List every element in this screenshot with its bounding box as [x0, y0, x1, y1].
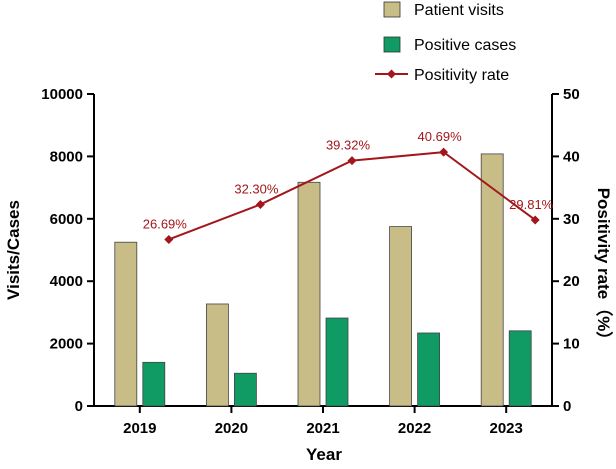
right-tick-label: 30	[563, 211, 580, 228]
legend-marker-positivity-rate	[387, 69, 396, 79]
left-y-ticks: 0 2000 4000 6000 8000 10000	[41, 86, 94, 415]
bar-positive-cases-2020	[233, 372, 257, 407]
bar-positive-cases-2021	[325, 317, 349, 407]
bar-patient-visits-2023	[480, 153, 504, 407]
x-tick-label: 2023	[490, 420, 523, 437]
legend: Patient visits Positive cases Positivity…	[375, 1, 516, 84]
right-tick-label: 50	[563, 86, 580, 103]
bar-patient-visits-2019	[114, 241, 138, 407]
left-tick-label: 10000	[41, 86, 83, 103]
legend-label-positivity-rate: Positivity rate	[414, 67, 509, 84]
positivity-rate-series: 26.69% 32.30% 39.32% 40.69% 29.81%	[143, 129, 554, 244]
x-tick-label: 2019	[123, 420, 156, 437]
legend-swatch-positive-cases	[383, 36, 401, 53]
positivity-rate-marker-2022	[439, 147, 449, 157]
legend-label-positive-cases: Positive cases	[414, 37, 516, 54]
right-tick-label: 0	[563, 398, 571, 415]
bar-patient-visits-2020	[205, 303, 229, 407]
positivity-rate-label-2021: 39.32%	[326, 138, 371, 153]
x-tick-label: 2020	[215, 420, 248, 437]
positivity-rate-marker-2019	[164, 234, 174, 244]
left-tick-label: 6000	[50, 211, 83, 228]
y-axis-title: Visits/Cases	[4, 200, 23, 300]
right-tick-label: 40	[563, 148, 580, 165]
bar-patient-visits-2022	[389, 226, 413, 407]
positivity-rate-marker-2023	[530, 215, 540, 225]
left-tick-label: 4000	[50, 273, 83, 290]
positivity-rate-label-2023: 29.81%	[509, 197, 554, 212]
bar-positive-cases-2022	[417, 332, 441, 407]
right-y-ticks: 0 10 20 30 40 50	[552, 86, 580, 415]
right-tick-label: 20	[563, 273, 580, 290]
legend-swatch-patient-visits	[383, 1, 401, 18]
left-tick-label: 2000	[50, 336, 83, 353]
positivity-rate-marker-2021	[347, 156, 357, 166]
x-axis-title: Year	[306, 445, 342, 464]
x-tick-label: 2021	[306, 420, 339, 437]
bar-patient-visits-2021	[297, 181, 321, 407]
x-ticks: 2019 2020 2021 2022 2023	[123, 406, 523, 437]
positivity-rate-line	[168, 151, 536, 241]
x-tick-label: 2022	[398, 420, 431, 437]
left-tick-label: 8000	[50, 148, 83, 165]
left-tick-label: 0	[75, 398, 83, 415]
y2-axis-title: Positivity rate（%）	[594, 188, 614, 349]
bar-positive-cases-2023	[508, 330, 532, 407]
positivity-rate-label-2022: 40.69%	[418, 129, 463, 144]
right-tick-label: 10	[563, 336, 580, 353]
bar-positive-cases-2019	[142, 361, 166, 407]
positivity-rate-label-2020: 32.30%	[234, 181, 279, 196]
bars	[114, 153, 532, 407]
legend-label-patient-visits: Patient visits	[414, 2, 504, 19]
positivity-rate-marker-2020	[255, 199, 265, 209]
positivity-rate-label-2019: 26.69%	[143, 216, 188, 231]
